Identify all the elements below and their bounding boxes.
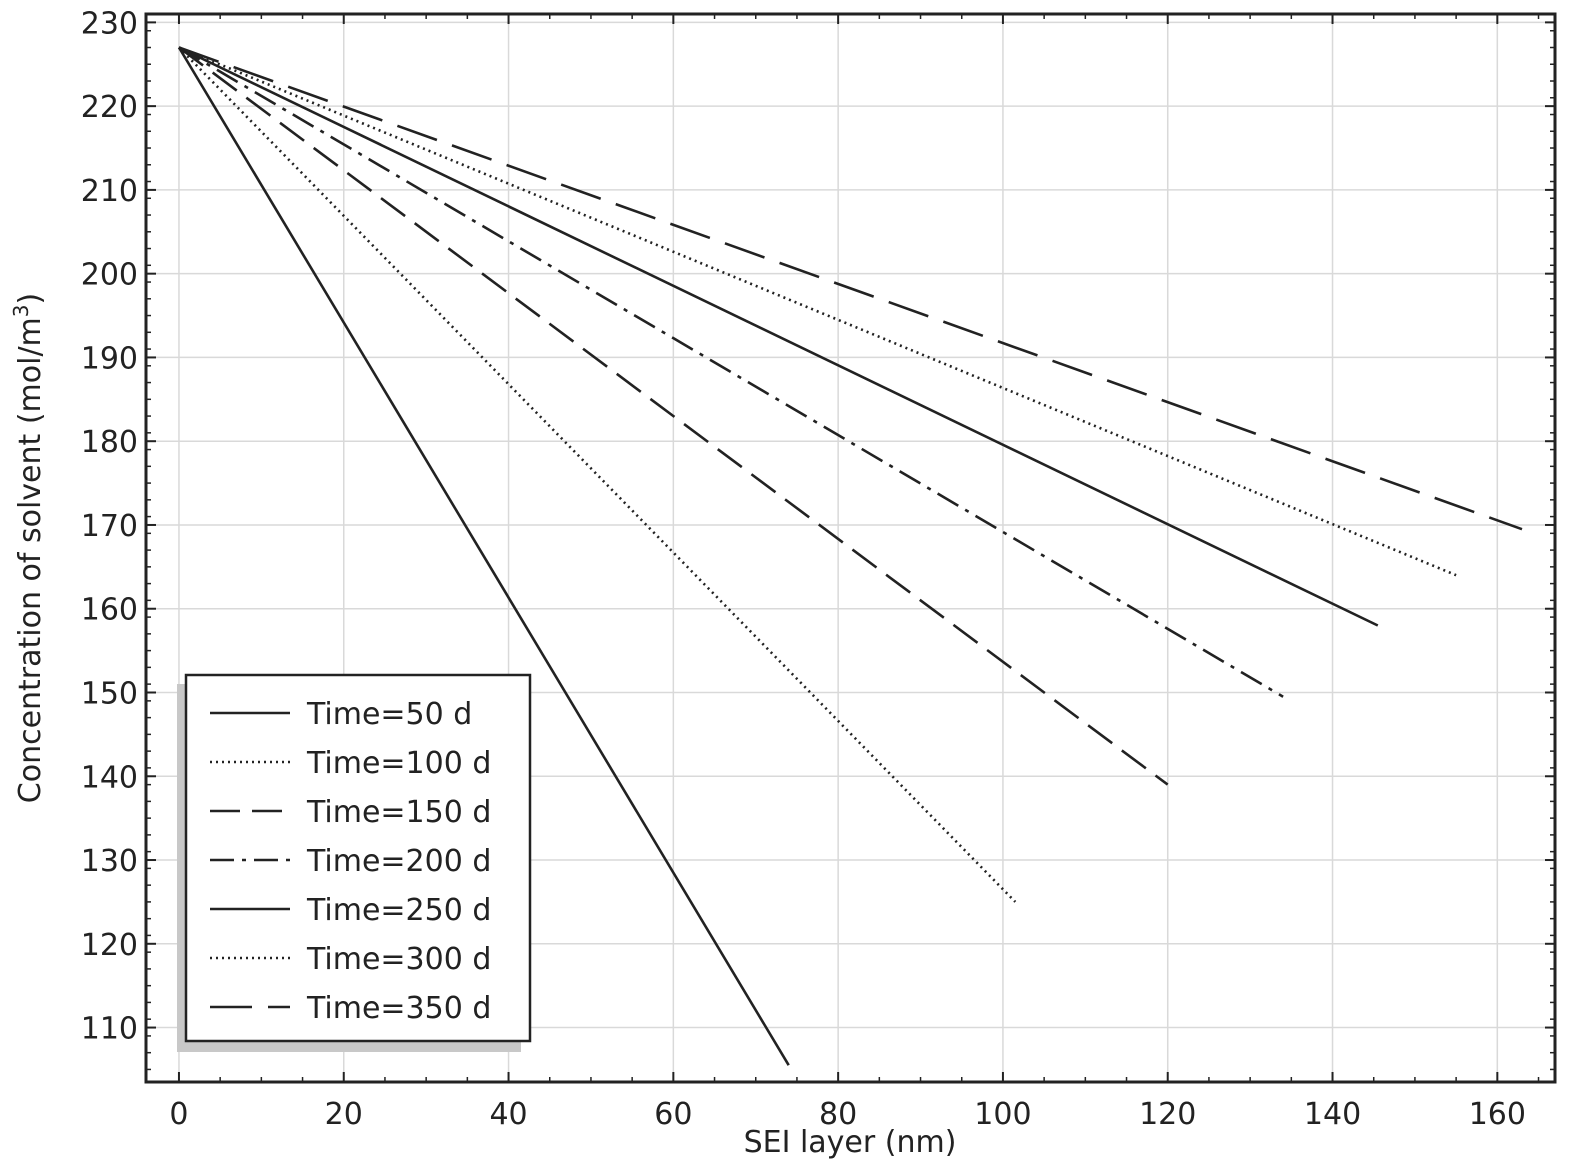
y-tick-label: 210	[81, 174, 138, 209]
x-axis-label: SEI layer (nm)	[744, 1125, 957, 1160]
y-tick-label: 110	[81, 1012, 138, 1047]
legend-label-5: Time=250 d	[306, 893, 491, 928]
x-tick-label: 100	[974, 1097, 1031, 1132]
legend-label-6: Time=300 d	[306, 942, 491, 977]
x-axis-ticks: 0 20 40 60 80 100 120 140 160	[169, 14, 1540, 1132]
y-tick-label: 190	[81, 341, 138, 376]
series-line-2	[178, 46, 1017, 903]
y-axis-ticks: 110 120 130 140 150 160 170 180 190 200 210 220 230	[81, 6, 1555, 1071]
series-line-5	[178, 46, 1379, 627]
legend-label-3: Time=150 d	[306, 795, 491, 830]
legend-label-7: Time=350 d	[306, 991, 491, 1026]
series-line-7	[178, 46, 1523, 531]
x-tick-label: 40	[489, 1097, 527, 1132]
y-tick-label: 150	[81, 676, 138, 711]
y-axis-label-superscript: 3	[9, 304, 33, 317]
y-tick-label: 160	[81, 593, 138, 628]
x-tick-label: 60	[654, 1097, 692, 1132]
series-line-3	[178, 46, 1169, 786]
y-tick-label: 130	[81, 844, 138, 879]
y-tick-label: 230	[81, 6, 138, 41]
y-tick-label: 120	[81, 928, 138, 963]
y-axis-label-suffix: )	[13, 293, 48, 305]
y-axis-label: Concentration of solvent (mol/m3)	[9, 293, 48, 803]
x-tick-label: 20	[325, 1097, 363, 1132]
x-tick-label: 160	[1469, 1097, 1526, 1132]
series-lines	[177, 46, 1523, 1066]
series-line-4	[178, 46, 1284, 698]
y-tick-label: 220	[81, 90, 138, 125]
y-axis-label-main: Concentration of solvent (mol/m	[13, 317, 48, 803]
series-line-1	[177, 46, 790, 1066]
x-tick-label: 0	[169, 1097, 188, 1132]
legend-box	[184, 673, 532, 1043]
x-tick-label: 120	[1139, 1097, 1196, 1132]
legend-label-1: Time=50 d	[306, 697, 472, 732]
legend-label-2: Time=100 d	[306, 746, 491, 781]
y-tick-label: 170	[81, 509, 138, 544]
y-tick-label: 140	[81, 760, 138, 795]
series-line-6	[178, 46, 1457, 577]
y-tick-label: 200	[81, 258, 138, 293]
legend: Time=50 d Time=100 d Time=150 d Time=200 d T…	[177, 673, 532, 1052]
x-tick-label: 140	[1304, 1097, 1361, 1132]
x-tick-label: 80	[819, 1097, 857, 1132]
legend-label-4: Time=200 d	[306, 844, 491, 879]
y-tick-label: 180	[81, 425, 138, 460]
plot-frame	[144, 12, 1557, 1084]
